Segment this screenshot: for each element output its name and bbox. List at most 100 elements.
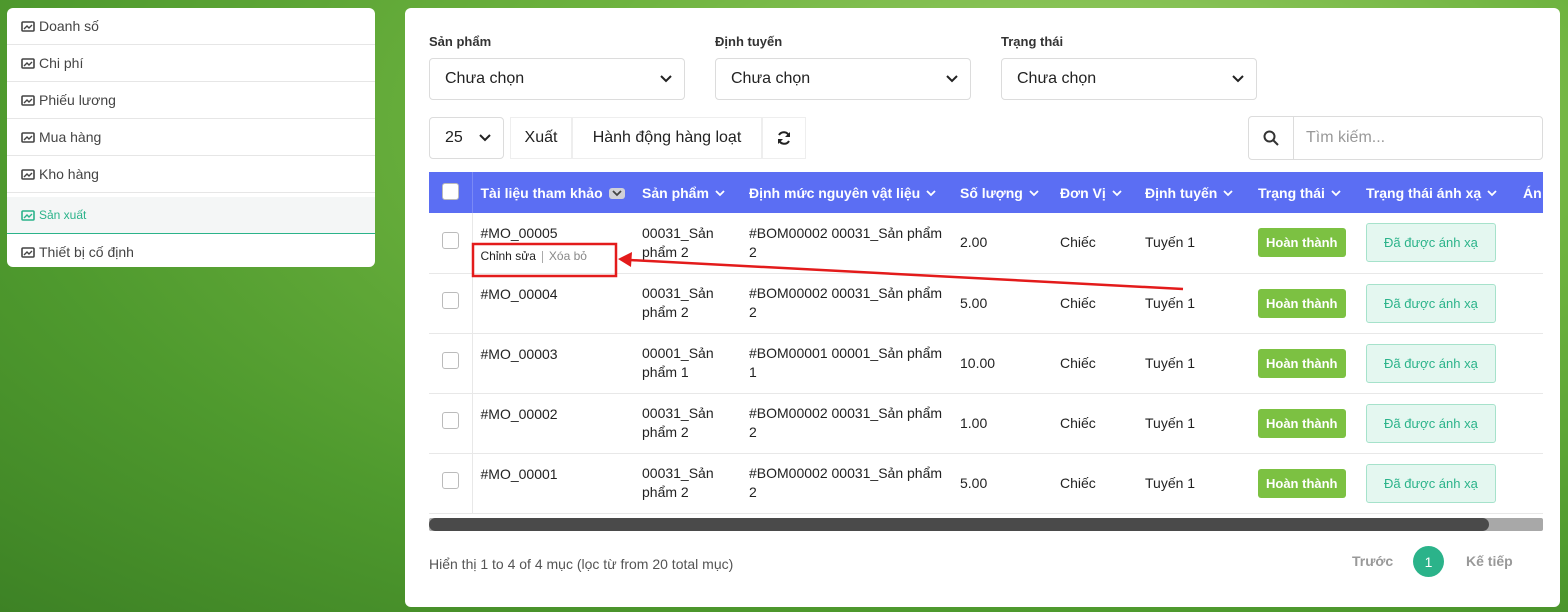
cell: 1.00 (952, 393, 1052, 454)
header-row: Tài liệu tham khảo Sản phẩm Định mức nguyê… (429, 172, 1543, 213)
page-size-select[interactable]: 25 (429, 117, 504, 159)
menu-label: Thiết bị cố định (39, 244, 134, 260)
cell: Đã được ánh xạ (1358, 273, 1515, 334)
table: Tài liệu tham khảo Sản phẩm Định mức nguyê… (429, 172, 1543, 514)
column-title: Trạng thái (1258, 184, 1325, 201)
edit-link[interactable]: Chỉnh sửa (480, 249, 536, 263)
header-cell[interactable]: Tài liệu tham khảo (472, 172, 634, 213)
cell-text: Chiếc (1060, 234, 1096, 251)
table-head: Tài liệu tham khảo Sản phẩm Định mức nguyê… (429, 172, 1543, 213)
refresh-button[interactable] (762, 117, 806, 159)
cell: 00031_Sản phẩm 2 (634, 393, 741, 454)
cell-text: 00031_Sản phẩm 2 (642, 224, 714, 260)
mapping-badge[interactable]: Đã được ánh xạ (1366, 403, 1496, 443)
menu-item[interactable]: Mua hàng (7, 119, 375, 156)
scrollbar[interactable] (429, 518, 1543, 531)
checkbox[interactable] (441, 472, 459, 489)
cell: 00001_Sản phẩm 1 (634, 333, 741, 394)
filter-select[interactable]: Chưa chọn (1001, 58, 1257, 100)
filter-select[interactable]: Chưa chọn (429, 58, 685, 100)
mapping-badge[interactable]: Đã được ánh xạ (1366, 463, 1496, 503)
sort-icon[interactable] (715, 190, 725, 197)
status-badge: Hoàn thành (1258, 468, 1346, 498)
sort-icon[interactable] (1487, 190, 1497, 197)
cell: #BOM00002 00031_Sản phẩm 2 (741, 273, 952, 334)
menu-label: Phiếu lương (39, 92, 116, 108)
cell: #MO_00004 (472, 273, 634, 334)
delete-link[interactable]: Xóa bỏ (548, 249, 587, 263)
sort-icon[interactable] (926, 190, 936, 197)
menu-item[interactable]: Doanh số (7, 8, 375, 45)
cell: 5.00 (952, 453, 1052, 514)
cell-text: 00031_Sản phẩm 2 (642, 405, 714, 440)
cell: #MO_00001 (472, 453, 634, 514)
header-cell[interactable]: Định mức nguyên vật liệu (741, 172, 952, 213)
cell-text: Tuyến 1 (1145, 474, 1196, 491)
cell: Đã được ánh xạ (1358, 393, 1515, 454)
cell (1515, 453, 1543, 514)
cell: Tuyến 1 (1137, 213, 1250, 274)
checkbox[interactable] (441, 231, 459, 249)
cell: Hoàn thành (1250, 453, 1358, 514)
menu-item[interactable]: Thiết bị cố định (7, 234, 375, 267)
page-size: 25 (445, 129, 463, 146)
menu-item[interactable]: Phiếu lương (7, 82, 375, 119)
cell-text: #BOM00002 00031_Sản phẩm 2 (749, 224, 943, 260)
mapping-badge[interactable]: Đã được ánh xạ (1366, 223, 1496, 263)
cell: 00031_Sản phẩm 2 (634, 273, 741, 334)
header-cell[interactable]: Đơn Vị (1052, 172, 1137, 213)
next-button[interactable]: Kế tiếp (1466, 553, 1513, 569)
export-button[interactable]: Xuất (510, 117, 572, 159)
cell: Chiếc (1052, 213, 1137, 274)
header-cell[interactable]: Án (1515, 172, 1543, 213)
filter-label: Định tuyến (715, 34, 783, 49)
header-cell[interactable]: Định tuyến (1137, 172, 1250, 213)
prev-button[interactable]: Trước (1352, 553, 1394, 569)
sort-icon[interactable] (1331, 190, 1341, 197)
bulk-actions-button[interactable]: Hành động hàng loạt (572, 117, 762, 159)
checkbox[interactable] (441, 412, 459, 429)
menu-label: Sản xuất (39, 208, 87, 222)
cell: Đã được ánh xạ (1358, 213, 1515, 274)
cell-text: Tuyến 1 (1145, 354, 1196, 371)
cell: Tuyến 1 (1137, 393, 1250, 454)
page-button[interactable]: 1 (1413, 546, 1444, 577)
cell: #BOM00001 00001_Sản phẩm 1 (741, 333, 952, 394)
filter-value: Chưa chọn (445, 70, 525, 87)
sort-icon[interactable] (608, 188, 625, 200)
menu-item[interactable]: Kho hàng (7, 156, 375, 193)
sort-icon[interactable] (1223, 190, 1233, 197)
cell: Tuyến 1 (1137, 273, 1250, 334)
menu-icon (21, 169, 35, 180)
cell (429, 213, 473, 274)
mapping-badge[interactable]: Đã được ánh xạ (1366, 343, 1496, 383)
sort-icon[interactable] (1029, 190, 1039, 197)
column-title: Định tuyến (1145, 184, 1218, 201)
checkbox[interactable] (441, 352, 459, 369)
checkbox[interactable] (441, 182, 459, 200)
filter-select[interactable]: Chưa chọn (715, 58, 971, 100)
menu-item[interactable]: Sản xuất (7, 197, 375, 234)
cell-text: 00001_Sản phẩm 1 (642, 345, 714, 380)
menu-label: Kho hàng (39, 166, 99, 182)
cell-text: #MO_00005 (480, 225, 558, 241)
search-box[interactable]: Tìm kiếm... (1248, 116, 1543, 160)
header-cell[interactable]: Số lượng (952, 172, 1052, 213)
sort-icon[interactable] (1112, 190, 1122, 197)
cell (1515, 333, 1543, 394)
cell-text: 00031_Sản phẩm 2 (642, 465, 714, 500)
separator (541, 250, 543, 263)
cell: Đã được ánh xạ (1358, 333, 1515, 394)
mapping-badge[interactable]: Đã được ánh xạ (1366, 283, 1496, 323)
row-actions: Chỉnh sửa Xóa bỏ (481, 247, 627, 266)
cell: 00031_Sản phẩm 2 (634, 213, 741, 274)
checkbox[interactable] (441, 292, 459, 309)
cell-text: #MO_00003 (480, 345, 558, 362)
header-cell[interactable]: Sản phẩm (634, 172, 741, 213)
header-cell[interactable]: Trạng thái ánh xạ (1358, 172, 1515, 213)
menu-item[interactable]: Chi phí (7, 45, 375, 82)
header-cell[interactable]: Trạng thái (1250, 172, 1358, 213)
scroll-thumb[interactable] (429, 518, 1489, 531)
menu-icon (21, 21, 35, 32)
cell-text: Chiếc (1060, 414, 1096, 431)
